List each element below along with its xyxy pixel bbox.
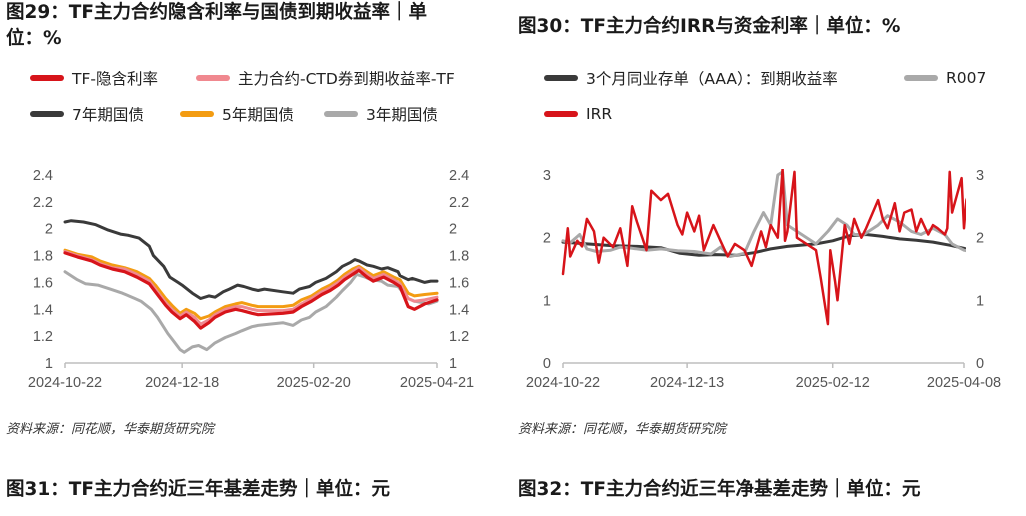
y-tick-label-left: 1.2: [33, 329, 53, 345]
legend-item: IRR: [544, 103, 612, 125]
legend-label: R007: [946, 69, 987, 87]
y-tick-label-left: 2.4: [33, 168, 53, 184]
y-tick-label-left: 0: [543, 356, 551, 372]
y-tick-label-right: 1.2: [449, 329, 469, 345]
figure-30-panel: 图30：TF主力合约IRR与资金利率｜单位：% 3个月同业存单（AAA）：到期收…: [512, 0, 1012, 516]
y-tick-label-right: 2: [976, 231, 984, 247]
plot-area: [561, 169, 966, 326]
y-tick-label-right: 3: [976, 168, 984, 184]
y-tick-label-left: 2.2: [33, 195, 53, 211]
legend-swatch: [904, 75, 938, 81]
figure-30-title: 图30：TF主力合约IRR与资金利率｜单位：%: [518, 16, 901, 37]
series-line: [63, 270, 439, 354]
legend-swatch: [324, 111, 358, 117]
legend-swatch: [180, 111, 214, 117]
figure-29-chart: 2024-10-22 2024-12-18 2025-02-20 2025-04-21…: [28, 168, 474, 391]
legend-item: 5年期国债: [180, 103, 294, 125]
x-tick-label: 2024-10-22: [526, 375, 600, 391]
y-tick-label-left: 1.8: [33, 249, 53, 265]
y-tick-label-right: 1: [976, 293, 984, 309]
figure-30-chart: 2024-10-22 2024-12-13 2025-02-12 2025-04-08…: [526, 168, 1001, 391]
x-tick-label: 2024-12-13: [650, 375, 724, 391]
series-line: [561, 169, 966, 326]
legend-swatch: [544, 75, 578, 81]
legend-label: TF-隐含利率: [72, 70, 158, 88]
legend-label: 3个月同业存单（AAA）：到期收益率: [586, 70, 838, 88]
legend-swatch: [544, 111, 578, 117]
legend-item: 3年期国债: [324, 103, 438, 125]
figure-29-source: 资料来源：同花顺，华泰期货研究院: [6, 422, 215, 437]
y-tick-label-left: 1.6: [33, 275, 53, 291]
y-tick-label-left: 1: [543, 293, 551, 309]
plot-area: [63, 219, 439, 354]
y-tick-label-right: 1.8: [449, 249, 469, 265]
x-tick-label: 2025-04-08: [927, 375, 1001, 391]
y-tick-label-left: 1: [45, 356, 53, 372]
series-line: [63, 248, 439, 321]
x-tick-label: 2025-02-12: [796, 375, 870, 391]
legend-item: R007: [904, 67, 986, 89]
legend-label: 3年期国债: [366, 106, 438, 124]
y-tick-label-left: 1.4: [33, 302, 53, 318]
legend-swatch: [30, 75, 64, 81]
legend-item: 主力合约-CTD券到期收益率-TF: [196, 67, 455, 89]
y-tick-label-left: 3: [543, 168, 551, 184]
y-tick-label-left: 2: [45, 222, 53, 238]
legend-label: 7年期国债: [72, 106, 144, 124]
x-tick-label: 2024-10-22: [28, 375, 102, 391]
figure-29-panel: 图29：TF主力合约隐含利率与国债到期收益率｜单 位：% TF-隐含利率 主力合约…: [0, 0, 500, 516]
legend-label: 5年期国债: [222, 106, 294, 124]
legend-swatch: [196, 75, 230, 81]
series-line: [63, 219, 439, 300]
y-tick-label-right: 0: [976, 356, 984, 372]
figure-31-title: 图31：TF主力合约近三年基差走势｜单位：元: [6, 479, 391, 500]
figure-29-title-line1: 图29：TF主力合约隐含利率与国债到期收益率｜单: [6, 2, 428, 23]
y-tick-label-left: 2: [543, 231, 551, 247]
legend-item: 7年期国债: [30, 103, 144, 125]
x-tick-label: 2025-02-20: [277, 375, 351, 391]
series-line: [63, 251, 439, 330]
legend-swatch: [30, 111, 64, 117]
figure-32-title: 图32：TF主力合约近三年净基差走势｜单位：元: [518, 479, 921, 500]
x-tick-label: 2024-12-18: [145, 375, 219, 391]
y-tick-label-right: 1.6: [449, 275, 469, 291]
figure-29-title: 图29：TF主力合约隐含利率与国债到期收益率｜单 位：%: [6, 0, 427, 52]
legend-item: 3个月同业存单（AAA）：到期收益率: [544, 67, 838, 89]
y-tick-label-right: 1: [449, 356, 457, 372]
series-line: [63, 250, 439, 326]
y-tick-label-right: 2.4: [449, 168, 469, 184]
figure-29-title-line2: 位：%: [6, 28, 62, 49]
y-tick-label-right: 1.4: [449, 302, 469, 318]
legend-item: TF-隐含利率: [30, 67, 158, 89]
legend-label: IRR: [586, 105, 613, 123]
legend-label: 主力合约-CTD券到期收益率-TF: [238, 70, 455, 88]
y-tick-label-right: 2: [449, 222, 457, 238]
figure-30-source: 资料来源：同花顺，华泰期货研究院: [518, 422, 727, 437]
x-tick-label: 2025-04-21: [400, 375, 474, 391]
y-tick-label-right: 2.2: [449, 195, 469, 211]
